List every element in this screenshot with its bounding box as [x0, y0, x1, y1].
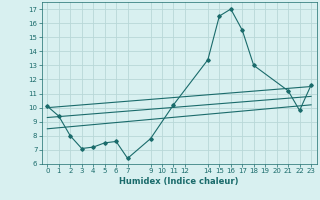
- X-axis label: Humidex (Indice chaleur): Humidex (Indice chaleur): [119, 177, 239, 186]
